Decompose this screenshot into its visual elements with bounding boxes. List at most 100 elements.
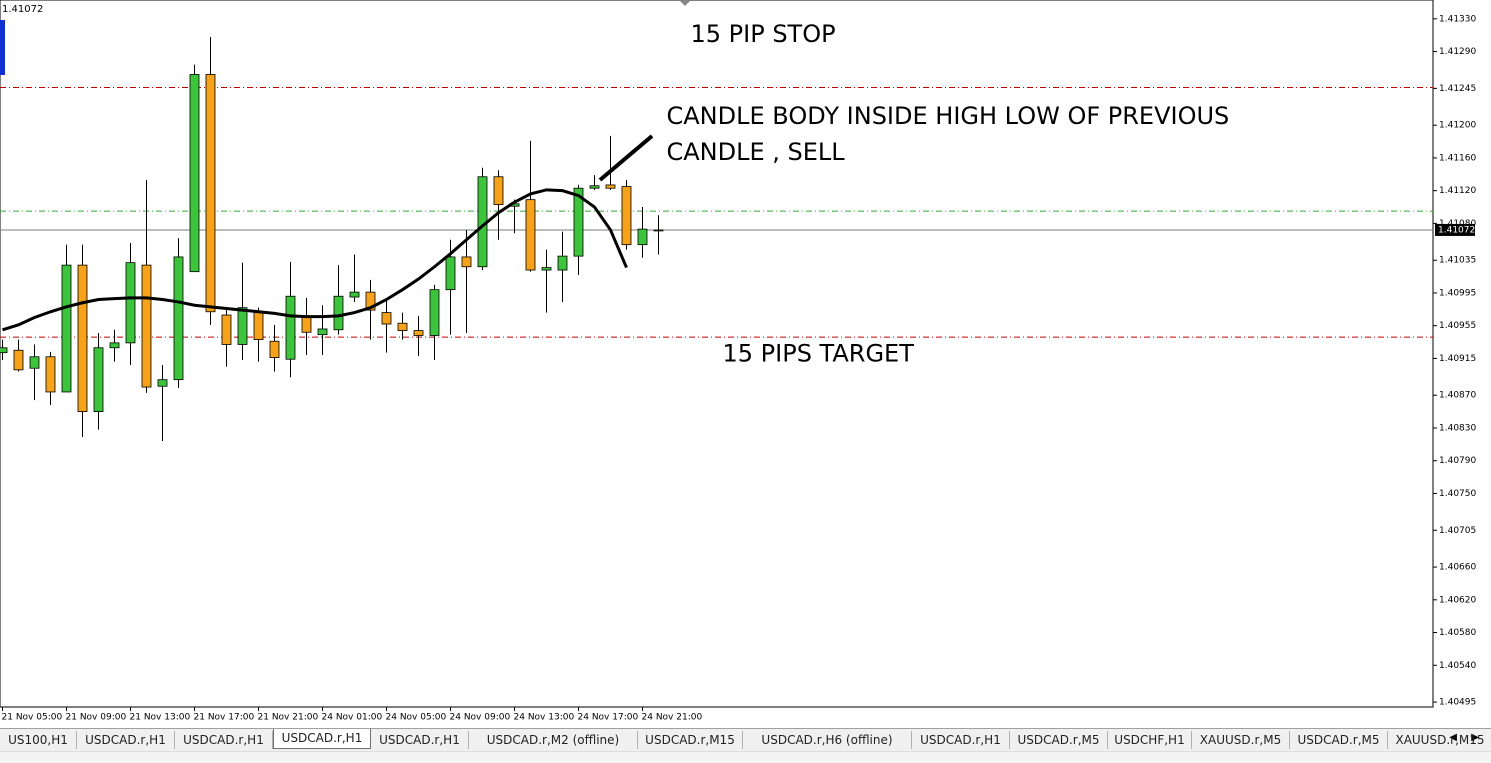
chart-tab[interactable]: XAUUSD.r,M5 (1192, 731, 1290, 749)
candle-body (221, 314, 232, 345)
scroll-right[interactable]: ▶ (1471, 732, 1479, 743)
chart-tab[interactable]: USDCAD.r,M2 (offline) (469, 731, 638, 749)
candle-body (141, 264, 152, 388)
candle-body (637, 228, 648, 246)
chart: 1.41072 1.41330 1.41290 1.41245 1.41200 1.41… (0, 0, 1476, 723)
plot-area (0, 0, 1434, 708)
candle-body (61, 264, 72, 393)
price-label-box (1435, 223, 1475, 236)
annotation: 15 PIP STOP (691, 20, 836, 48)
candle-body (317, 328, 328, 336)
candle-body (605, 184, 616, 189)
x-tick-label: 21 Nov 09:00 (66, 713, 127, 723)
annotation: CANDLE , SELL (667, 138, 846, 166)
candle-body (93, 347, 104, 412)
chart-tab[interactable]: USDCAD.r,M15 (638, 731, 743, 749)
y-tick-label: 1.40750 (1439, 489, 1476, 499)
scale-marker (0, 20, 5, 75)
candle-body (557, 255, 568, 271)
y-tick-label: 1.40705 (1439, 526, 1476, 536)
candle-body (253, 311, 264, 340)
chart-tab[interactable]: USDCAD.r,H6 (offline) (743, 731, 912, 749)
candle-body (429, 289, 440, 336)
x-tick-label: 24 Nov 17:00 (578, 713, 639, 723)
candle-body (237, 307, 248, 345)
chart-tab[interactable]: USDCAD.r,H1 (175, 731, 273, 749)
candle-body (445, 256, 456, 291)
scroll-left[interactable]: ◀ (1449, 732, 1457, 743)
y-tick-label: 1.40540 (1439, 661, 1476, 671)
candle-body (573, 187, 584, 257)
candle-body (525, 199, 536, 271)
y-tick-label: 1.40660 (1439, 563, 1476, 573)
y-tick-label: 1.40620 (1439, 595, 1476, 605)
chart-tab[interactable]: USDCAD.r,M5 (1010, 731, 1108, 749)
x-tick-label: 24 Nov 05:00 (386, 713, 447, 723)
candle-body (109, 342, 120, 349)
y-tick-label: 1.40580 (1439, 628, 1476, 638)
tab-bar: ◀ ▶ US100,H1 USDCAD.r,H1 USDCAD.r,H1 USDCAD… (0, 728, 1491, 751)
price-readout: 1.41072 (2, 4, 43, 15)
candle-body (77, 264, 88, 412)
annotation: 15 PIPS TARGET (723, 339, 915, 367)
candle-body (461, 256, 472, 268)
candle-body (397, 322, 408, 331)
y-tick-label: 1.41080 (1439, 219, 1476, 229)
y-tick-label: 1.41160 (1439, 153, 1476, 163)
y-tick-label: 1.40915 (1439, 354, 1476, 364)
price-label: 1.41072 (1438, 225, 1475, 235)
candle-body (333, 295, 344, 331)
y-tick-label: 1.40870 (1439, 391, 1476, 401)
y-tick-label: 1.40955 (1439, 321, 1476, 331)
y-tick-label: 1.40995 (1439, 288, 1476, 298)
candle-body (45, 356, 56, 393)
y-tick-label: 1.40830 (1439, 423, 1476, 433)
candle-body (189, 74, 200, 273)
candle-body (29, 356, 40, 369)
candle-body (653, 229, 664, 232)
candle-body (285, 295, 296, 360)
chart-tab[interactable]: USDCAD.r,H1 (912, 731, 1010, 749)
candle-body (125, 262, 136, 344)
candle-body (13, 349, 24, 371)
x-tick-label: 21 Nov 21:00 (258, 713, 319, 723)
x-tick-label: 24 Nov 13:00 (514, 713, 575, 723)
y-tick-label: 1.41200 (1439, 121, 1476, 131)
chart-tab[interactable]: USDCAD.r,H1 (273, 729, 371, 749)
x-tick-label: 24 Nov 01:00 (322, 713, 383, 723)
candle-body (301, 317, 312, 333)
candle-body (621, 186, 632, 246)
y-tick-label: 1.41290 (1439, 47, 1476, 57)
annotation: CANDLE BODY INSIDE HIGH LOW OF PREVIOUS (667, 102, 1230, 130)
chart-tab[interactable]: USDCAD.r,H1 (371, 731, 469, 749)
y-tick-label: 1.41245 (1439, 84, 1476, 94)
candle-body (493, 176, 504, 205)
x-tick-label: 21 Nov 17:00 (194, 713, 255, 723)
y-tick-label: 1.40790 (1439, 456, 1476, 466)
chart-tab[interactable]: USDCAD.r,H1 (77, 731, 175, 749)
chart-tab[interactable]: USDCAD.r,M5 (1290, 731, 1388, 749)
y-tick-label: 1.40495 (1439, 698, 1476, 708)
chart-tab[interactable]: USDCHF,H1 (1108, 731, 1192, 749)
candle-body (157, 379, 168, 387)
shift-marker (680, 1, 690, 6)
chart-tab[interactable]: US100,H1 (0, 731, 77, 749)
x-tick-label: 21 Nov 13:00 (130, 713, 191, 723)
candle-body (589, 185, 600, 189)
candle-body (173, 256, 184, 381)
candle-body (381, 312, 392, 325)
x-tick-label: 24 Nov 21:00 (642, 713, 703, 723)
candle-body (205, 74, 216, 313)
candle-body (541, 267, 552, 271)
x-tick-label: 21 Nov 05:00 (2, 713, 63, 723)
y-tick-label: 1.41330 (1439, 14, 1476, 24)
y-tick-label: 1.41035 (1439, 256, 1476, 266)
candle-body (413, 330, 424, 336)
chart-tab[interactable]: XAUUSD.r,M15 (1388, 731, 1491, 749)
status-strip (0, 751, 1491, 763)
candle-body (269, 340, 280, 358)
candle-body (0, 347, 8, 354)
candle-body (365, 291, 376, 311)
x-tick-label: 24 Nov 09:00 (450, 713, 511, 723)
